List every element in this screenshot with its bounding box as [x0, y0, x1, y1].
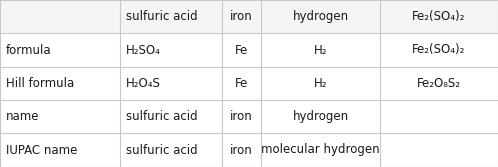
Text: H₂: H₂: [314, 43, 327, 56]
Text: sulfuric acid: sulfuric acid: [126, 143, 198, 156]
Text: molecular hydrogen: molecular hydrogen: [261, 143, 380, 156]
Text: formula: formula: [6, 43, 52, 56]
Text: H₂SO₄: H₂SO₄: [126, 43, 161, 56]
Text: H₂: H₂: [314, 77, 327, 90]
Text: Fe₂(SO₄)₂: Fe₂(SO₄)₂: [412, 10, 466, 23]
Text: sulfuric acid: sulfuric acid: [126, 110, 198, 123]
Text: Fe₂(SO₄)₂: Fe₂(SO₄)₂: [412, 43, 466, 56]
Text: H₂O₄S: H₂O₄S: [126, 77, 161, 90]
Text: Fe₂O₈S₂: Fe₂O₈S₂: [417, 77, 461, 90]
Text: hydrogen: hydrogen: [292, 110, 349, 123]
Text: name: name: [6, 110, 39, 123]
Text: iron: iron: [230, 143, 253, 156]
Text: hydrogen: hydrogen: [292, 10, 349, 23]
Text: IUPAC name: IUPAC name: [6, 143, 77, 156]
Text: iron: iron: [230, 110, 253, 123]
Bar: [0, 0, 498, 33]
Text: Hill formula: Hill formula: [6, 77, 74, 90]
Text: Fe: Fe: [235, 77, 248, 90]
Text: Fe: Fe: [235, 43, 248, 56]
Text: sulfuric acid: sulfuric acid: [126, 10, 198, 23]
Text: iron: iron: [230, 10, 253, 23]
